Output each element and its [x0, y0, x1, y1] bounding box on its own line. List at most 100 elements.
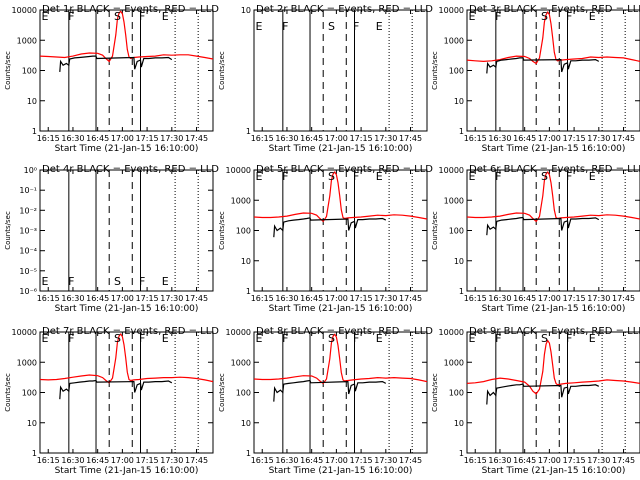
x-tick-label: 17:45: [612, 456, 635, 465]
x-tick-label: 17:15: [136, 294, 159, 303]
series-lld: [466, 171, 640, 223]
x-tick-label: 16:30: [488, 456, 511, 465]
plot-frame: [39, 9, 214, 132]
interval-marker: E: [41, 275, 48, 288]
interval-marker: S: [328, 170, 335, 183]
interval-marker: E: [255, 170, 262, 183]
y-axis-label: Counts/sec: [4, 211, 12, 250]
interval-marker: F: [139, 275, 145, 288]
x-tick-label: 16:30: [61, 294, 84, 303]
y-tick-label: 100: [449, 227, 464, 236]
y-tick-label: 10: [27, 97, 37, 106]
interval-marker: E: [41, 332, 48, 345]
interval-marker: E: [41, 10, 48, 23]
interval-marker: F: [353, 20, 359, 33]
y-tick-label: 1: [459, 449, 464, 458]
y-tick-label: 1: [246, 127, 251, 136]
x-tick-label: 17:15: [563, 456, 586, 465]
y-tick-label: 10: [454, 419, 464, 428]
y-tick-label: 10000: [12, 6, 37, 15]
x-tick-label: 16:15: [37, 294, 60, 303]
interval-marker: E: [468, 332, 475, 345]
y-tick-label: 1: [32, 449, 37, 458]
y-tick-label: 1: [246, 287, 251, 296]
x-tick-label: 17:00: [111, 456, 134, 465]
interval-marker: F: [495, 10, 501, 23]
y-tick-label: 10⁻⁴: [19, 247, 37, 256]
x-tick-label: 16:45: [513, 134, 536, 143]
series-events: [273, 217, 387, 238]
x-tick-label: 17:30: [587, 134, 610, 143]
interval-marker: F: [353, 332, 359, 345]
x-tick-label: 16:15: [251, 294, 274, 303]
x-tick-label: 16:45: [86, 294, 109, 303]
interval-marker: S: [114, 332, 121, 345]
interval-marker: F: [139, 332, 145, 345]
y-axis-label: Counts/sec: [431, 211, 439, 250]
x-tick-label: 16:15: [251, 456, 274, 465]
y-axis-label: Counts/sec: [4, 51, 12, 90]
x-tick-label: 16:15: [464, 294, 487, 303]
x-tick-label: 16:45: [513, 294, 536, 303]
interval-marker: F: [282, 332, 288, 345]
interval-marker: F: [566, 170, 572, 183]
interval-marker: F: [353, 170, 359, 183]
x-axis-label: Start Time (21-Jan-15 16:10:00): [482, 304, 626, 314]
series-events: [486, 216, 600, 236]
x-tick-label: 17:15: [350, 134, 373, 143]
x-tick-label: 16:30: [488, 294, 511, 303]
interval-marker: S: [328, 20, 335, 33]
panel-2: 16:15 16:30 16:45 17:00 17:15 17:30 17:45 1 10 E F…: [218, 4, 433, 154]
plot-frame: [39, 169, 214, 292]
y-tick-label: 10: [454, 97, 464, 106]
x-tick-label: 16:30: [61, 134, 84, 143]
y-tick-label: 10⁻⁶: [19, 287, 37, 296]
y-tick-label: 1000: [444, 196, 464, 205]
x-axis-label: Start Time (21-Jan-15 16:10:00): [482, 144, 626, 154]
interval-marker: F: [282, 170, 288, 183]
interval-marker: S: [541, 332, 548, 345]
x-tick-label: 17:00: [538, 294, 561, 303]
y-tick-label: 1000: [17, 36, 37, 45]
y-tick-label: 10: [241, 257, 251, 266]
y-tick-label: 10000: [439, 166, 464, 175]
interval-marker: S: [541, 10, 548, 23]
y-tick-label: 100: [22, 389, 37, 398]
x-tick-label: 16:30: [275, 456, 298, 465]
y-tick-label: 10⁻³: [19, 227, 37, 236]
x-tick-label: 17:15: [350, 294, 373, 303]
panel-6: 16:15 16:30 16:45 17:00 17:15 17:30 17:45 1 10 10…: [431, 164, 640, 314]
interval-marker: S: [328, 332, 335, 345]
interval-marker: F: [139, 10, 145, 23]
interval-marker: E: [376, 332, 383, 345]
x-tick-label: 16:30: [275, 294, 298, 303]
panel-3: 16:15 16:30 16:45 17:00 17:15 17:30 17:45 1 10 10…: [431, 4, 640, 154]
y-axis-label: Counts/sec: [431, 373, 439, 412]
x-tick-label: 17:30: [160, 294, 183, 303]
x-tick-label: 16:45: [300, 134, 323, 143]
y-axis-label: Counts/sec: [218, 373, 226, 412]
x-tick-label: 16:15: [37, 134, 60, 143]
interval-marker: S: [541, 170, 548, 183]
x-axis-label: Start Time (21-Jan-15 16:10:00): [55, 466, 199, 476]
interval-marker: F: [68, 275, 74, 288]
x-tick-label: 17:30: [374, 456, 397, 465]
x-tick-label: 16:30: [275, 134, 298, 143]
x-axis-label: Start Time (21-Jan-15 16:10:00): [482, 466, 626, 476]
series-events: [486, 383, 600, 405]
panel-title: Det 2r BLACK = Events, RED = LLD: [256, 4, 433, 15]
x-tick-label: 16:15: [37, 456, 60, 465]
x-tick-label: 17:45: [185, 456, 208, 465]
y-tick-label: 100: [449, 67, 464, 76]
series-events: [59, 55, 173, 72]
y-tick-label: 1: [246, 449, 251, 458]
y-tick-label: 1000: [444, 36, 464, 45]
x-tick-label: 17:45: [399, 294, 422, 303]
y-tick-label: 10: [241, 6, 251, 15]
y-tick-label: 1: [459, 287, 464, 296]
plot-frame: [253, 9, 428, 132]
y-tick-label: 10⁰: [24, 166, 37, 175]
y-tick-label: 100: [22, 67, 37, 76]
y-tick-label: 10000: [226, 166, 251, 175]
